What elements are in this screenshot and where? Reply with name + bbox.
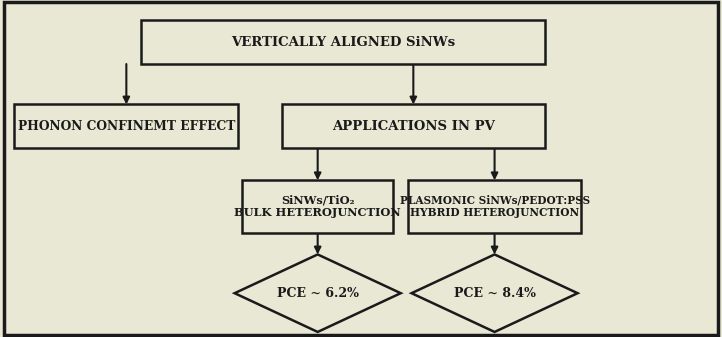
Text: SiNWs/TiO₂
BULK HETEROJUNCTION: SiNWs/TiO₂ BULK HETEROJUNCTION (235, 194, 401, 218)
Text: VERTICALLY ALIGNED SiNWs: VERTICALLY ALIGNED SiNWs (231, 36, 455, 49)
Text: PHONON CONFINEMT EFFECT: PHONON CONFINEMT EFFECT (17, 120, 235, 133)
FancyBboxPatch shape (14, 104, 238, 148)
Text: PCE ~ 6.2%: PCE ~ 6.2% (277, 287, 359, 300)
FancyBboxPatch shape (242, 180, 393, 233)
FancyBboxPatch shape (282, 104, 545, 148)
FancyBboxPatch shape (141, 20, 545, 64)
Polygon shape (235, 254, 401, 332)
Text: PCE ~ 8.4%: PCE ~ 8.4% (453, 287, 536, 300)
Text: APPLICATIONS IN PV: APPLICATIONS IN PV (332, 120, 495, 133)
FancyBboxPatch shape (408, 180, 581, 233)
Text: PLASMONIC SiNWs/PEDOT:PSS
HYBRID HETEROJUNCTION: PLASMONIC SiNWs/PEDOT:PSS HYBRID HETEROJ… (399, 194, 590, 218)
Polygon shape (412, 254, 578, 332)
